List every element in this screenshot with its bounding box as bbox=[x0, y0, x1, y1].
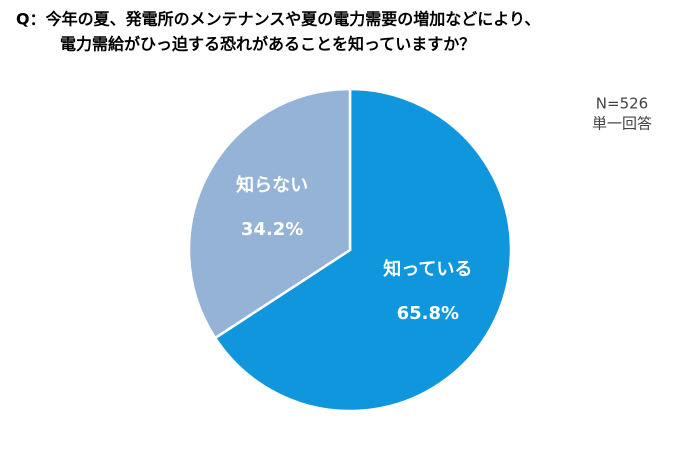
pie-slice bbox=[187, 87, 352, 340]
slice-label: 知っている bbox=[383, 258, 472, 280]
sample-size-note: N=526 bbox=[596, 95, 648, 113]
slice-value-label: 65.8% bbox=[397, 303, 459, 324]
slice-label: 知らない bbox=[236, 174, 308, 196]
pie-slice bbox=[213, 87, 513, 413]
chart-title: Q：今年の夏、発電所のメンテナンスや夏の電力需要の増加などにより、 bbox=[16, 10, 540, 29]
answer-type-note: 単一回答 bbox=[592, 115, 652, 133]
slice-value-label: 34.2% bbox=[241, 219, 303, 240]
chart-title: 電力需給がひっ迫する恐れがあることを知っていますか？ bbox=[60, 35, 475, 54]
